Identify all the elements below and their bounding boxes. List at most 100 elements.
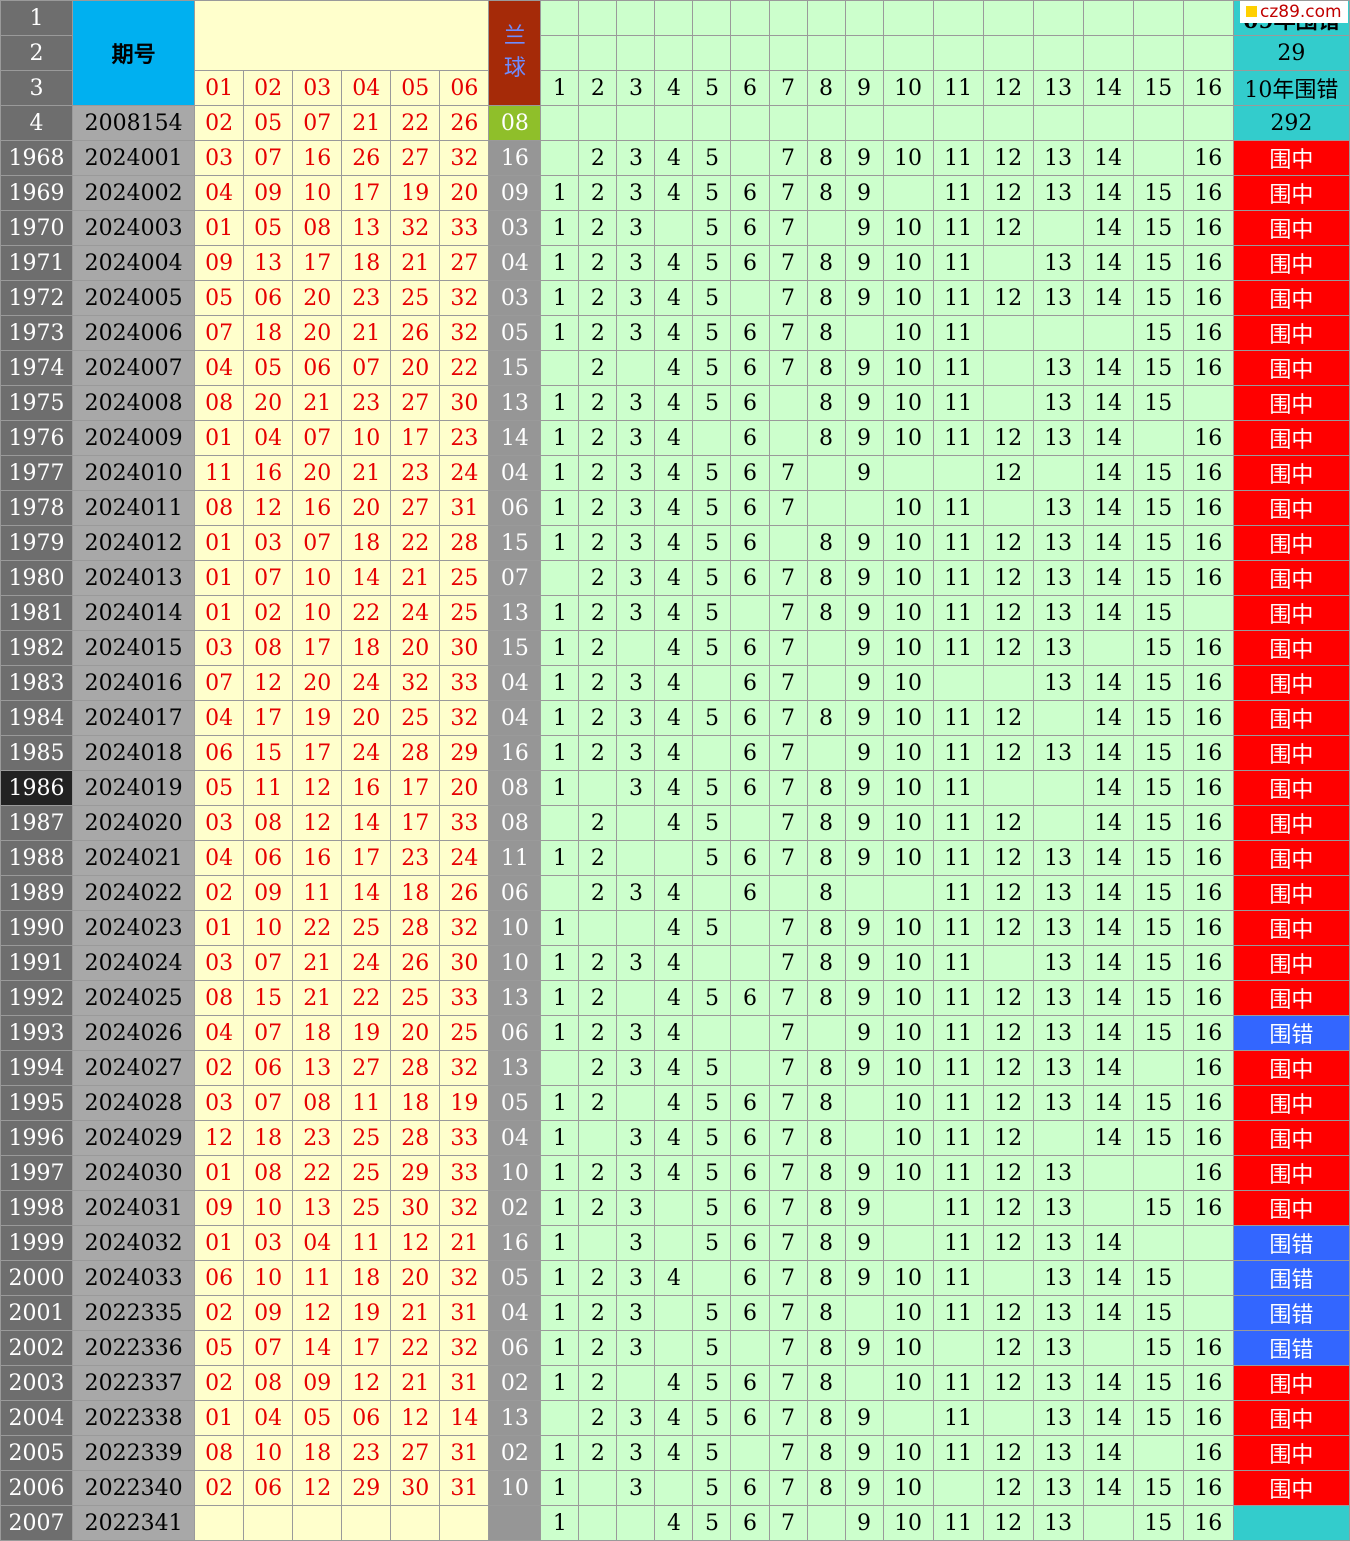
group-cell[interactable]: 1: [540, 1470, 580, 1506]
group-cell[interactable]: [1082, 1155, 1134, 1191]
group-cell[interactable]: [882, 1400, 934, 1436]
group-cell[interactable]: 7: [768, 700, 808, 736]
red-ball-cell[interactable]: 31: [439, 1365, 490, 1401]
blue-ball-cell[interactable]: 02: [488, 1365, 542, 1401]
red-ball-cell[interactable]: 18: [341, 245, 392, 281]
group-cell[interactable]: 16: [1182, 315, 1234, 351]
red-ball-cell[interactable]: 05: [292, 1400, 343, 1436]
row-header[interactable]: 1998: [0, 1190, 74, 1226]
group-cell[interactable]: 7: [768, 1015, 808, 1051]
group-cell[interactable]: 1: [540, 1085, 580, 1121]
red-ball-cell[interactable]: 17: [292, 245, 343, 281]
group-cell[interactable]: 11: [932, 490, 984, 526]
result-badge[interactable]: 围中: [1232, 385, 1350, 421]
group-cell[interactable]: [932, 665, 984, 701]
issue-cell[interactable]: 2024004: [72, 245, 196, 281]
issue-cell[interactable]: 2024018: [72, 735, 196, 771]
red-ball-cell[interactable]: 10: [243, 1260, 294, 1296]
red-ball-cell[interactable]: 25: [390, 700, 441, 736]
red-ball-cell[interactable]: 08: [292, 1085, 343, 1121]
ref-red-ball[interactable]: 07: [292, 105, 343, 141]
red-ball-cell[interactable]: 12: [292, 1470, 343, 1506]
group-cell[interactable]: 8: [806, 1190, 846, 1226]
group-cell[interactable]: 2: [578, 280, 618, 316]
group-cell[interactable]: 9: [844, 1190, 884, 1226]
group-cell[interactable]: 10: [882, 560, 934, 596]
blue-ball-cell[interactable]: 16: [488, 1225, 542, 1261]
red-ball-cell[interactable]: 15: [243, 735, 294, 771]
group-cell[interactable]: 9: [844, 805, 884, 841]
issue-cell[interactable]: 2024031: [72, 1190, 196, 1226]
group-cell[interactable]: 4: [654, 805, 694, 841]
group-cell[interactable]: 1: [540, 280, 580, 316]
group-cell[interactable]: 1: [540, 315, 580, 351]
group-cell[interactable]: 8: [806, 1260, 846, 1296]
group-cell[interactable]: 9: [844, 840, 884, 876]
group-cell[interactable]: 10: [882, 840, 934, 876]
red-ball-cell[interactable]: 12: [292, 805, 343, 841]
issue-cell[interactable]: 2024025: [72, 980, 196, 1016]
group-cell[interactable]: 9: [844, 420, 884, 456]
group-cell[interactable]: 3: [616, 1225, 656, 1261]
issue-cell[interactable]: 2024028: [72, 1085, 196, 1121]
group-cell[interactable]: 15: [1132, 560, 1184, 596]
group-cell[interactable]: 3: [616, 1015, 656, 1051]
red-ball-cell[interactable]: 16: [292, 840, 343, 876]
red-ball-cell[interactable]: 25: [390, 280, 441, 316]
group-cell[interactable]: 15: [1132, 805, 1184, 841]
row-header[interactable]: 1999: [0, 1225, 74, 1261]
group-cell[interactable]: 15: [1132, 1085, 1184, 1121]
group-cell[interactable]: 4: [654, 630, 694, 666]
group-cell[interactable]: 7: [768, 1470, 808, 1506]
result-badge[interactable]: 围中: [1232, 560, 1350, 596]
group-cell[interactable]: 11: [932, 245, 984, 281]
group-cell[interactable]: 13: [1032, 1365, 1084, 1401]
group-cell[interactable]: 10: [882, 490, 934, 526]
red-ball-cell[interactable]: 19: [292, 700, 343, 736]
issue-cell[interactable]: 2024009: [72, 420, 196, 456]
issue-cell[interactable]: 2024024: [72, 945, 196, 981]
group-cell[interactable]: 13: [1032, 1400, 1084, 1436]
group-cell[interactable]: [654, 1330, 694, 1366]
group-cell[interactable]: 13: [1032, 420, 1084, 456]
red-ball-cell[interactable]: 21: [292, 945, 343, 981]
red-ball-cell[interactable]: 21: [292, 980, 343, 1016]
group-cell[interactable]: [540, 140, 580, 176]
group-cell[interactable]: 9: [844, 665, 884, 701]
group-cell[interactable]: 12: [982, 1050, 1034, 1086]
group-cell[interactable]: 11: [932, 315, 984, 351]
group-cell[interactable]: 12: [982, 175, 1034, 211]
group-cell[interactable]: 13: [1032, 1470, 1084, 1506]
result-badge[interactable]: 围中: [1232, 1050, 1350, 1086]
group-cell[interactable]: 7: [768, 560, 808, 596]
red-ball-cell[interactable]: 17: [243, 700, 294, 736]
red-ball-cell[interactable]: 04: [194, 350, 245, 386]
group-cell[interactable]: 8: [806, 805, 846, 841]
group-cell[interactable]: 5: [692, 1085, 732, 1121]
group-cell[interactable]: 8: [806, 560, 846, 596]
group-cell[interactable]: 9: [844, 280, 884, 316]
group-cell[interactable]: 13: [1032, 1015, 1084, 1051]
group-cell[interactable]: [844, 490, 884, 526]
group-cell[interactable]: 2: [578, 525, 618, 561]
red-ball-cell[interactable]: 20: [341, 490, 392, 526]
group-cell[interactable]: 6: [730, 385, 770, 421]
group-cell[interactable]: [844, 1365, 884, 1401]
group-cell[interactable]: [730, 910, 770, 946]
group-cell[interactable]: [1032, 210, 1084, 246]
red-ball-cell[interactable]: 10: [292, 560, 343, 596]
issue-cell[interactable]: 2024029: [72, 1120, 196, 1156]
blue-ball-cell[interactable]: 13: [488, 595, 542, 631]
group-cell[interactable]: 6: [730, 245, 770, 281]
group-cell[interactable]: 14: [1082, 1400, 1134, 1436]
red-ball-cell[interactable]: 03: [194, 945, 245, 981]
group-cell[interactable]: 5: [692, 1295, 732, 1331]
result-badge[interactable]: 围中: [1232, 455, 1350, 491]
red-ball-cell[interactable]: 09: [194, 245, 245, 281]
red-ball-cell[interactable]: 20: [439, 770, 490, 806]
blue-ball-cell[interactable]: 06: [488, 1330, 542, 1366]
row-header[interactable]: 1994: [0, 1050, 74, 1086]
group-cell[interactable]: [768, 385, 808, 421]
result-badge[interactable]: 围中: [1232, 140, 1350, 176]
red-ball-cell[interactable]: 21: [341, 315, 392, 351]
